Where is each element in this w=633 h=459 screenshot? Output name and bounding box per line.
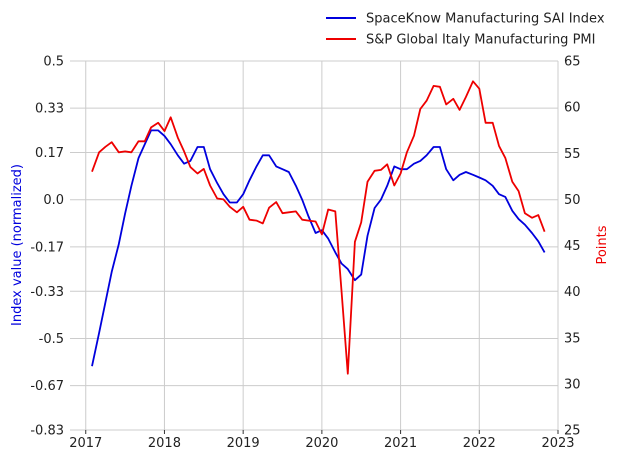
left-y-axis-ticks: 0.5 0.33 0.17 0.0 -0.17 -0.33 -0.5 -0.67 -0.83: [30, 55, 64, 439]
left-y-tick-label: -0.67: [30, 379, 64, 394]
legend-label: S&P Global Italy Manufacturing PMI: [366, 33, 595, 48]
x-tick-label: 2018: [148, 436, 181, 451]
right-y-tick-label: 65: [564, 55, 581, 70]
series-lines: [91, 80, 546, 375]
x-tick-label: 2022: [463, 436, 496, 451]
right-y-tick-label: 50: [564, 193, 581, 208]
x-axis-ticks: 2017 2018 2019 2020 2021 2022 2023: [69, 430, 575, 451]
left-y-tick-label: -0.83: [30, 424, 64, 439]
x-tick-label: 2017: [69, 436, 102, 451]
left-y-tick-label: 0.33: [35, 102, 64, 117]
x-tick-label: 2023: [541, 436, 574, 451]
grid: [70, 60, 559, 431]
legend: SpaceKnow Manufacturing SAI Index S&P Glo…: [326, 12, 605, 48]
left-y-tick-label: -0.17: [30, 240, 64, 255]
x-tick-label: 2020: [305, 436, 338, 451]
right-y-tick-label: 60: [564, 101, 581, 116]
right-y-tick-label: 45: [564, 239, 581, 254]
left-y-tick-label: -0.5: [39, 332, 64, 347]
right-y-tick-label: 35: [564, 331, 581, 346]
left-y-tick-label: 0.5: [43, 55, 64, 70]
right-y-tick-label: 40: [564, 285, 581, 300]
left-y-axis-label: Index value (normalized): [10, 164, 25, 326]
right-y-tick-label: 30: [564, 377, 581, 392]
right-y-tick-label: 25: [564, 424, 581, 439]
legend-label: SpaceKnow Manufacturing SAI Index: [366, 12, 605, 27]
left-y-tick-label: 0.0: [43, 193, 64, 208]
series-line-sai: [91, 129, 546, 367]
right-y-axis-label: Points: [595, 225, 610, 264]
x-tick-label: 2019: [227, 436, 260, 451]
series-line-pmi: [91, 80, 546, 375]
left-y-tick-label: 0.17: [35, 146, 64, 161]
left-y-tick-label: -0.33: [30, 285, 64, 300]
right-y-axis-ticks: 65 60 55 50 45 40 35 30 25: [564, 55, 581, 439]
x-tick-label: 2021: [384, 436, 417, 451]
right-y-tick-label: 55: [564, 147, 581, 162]
